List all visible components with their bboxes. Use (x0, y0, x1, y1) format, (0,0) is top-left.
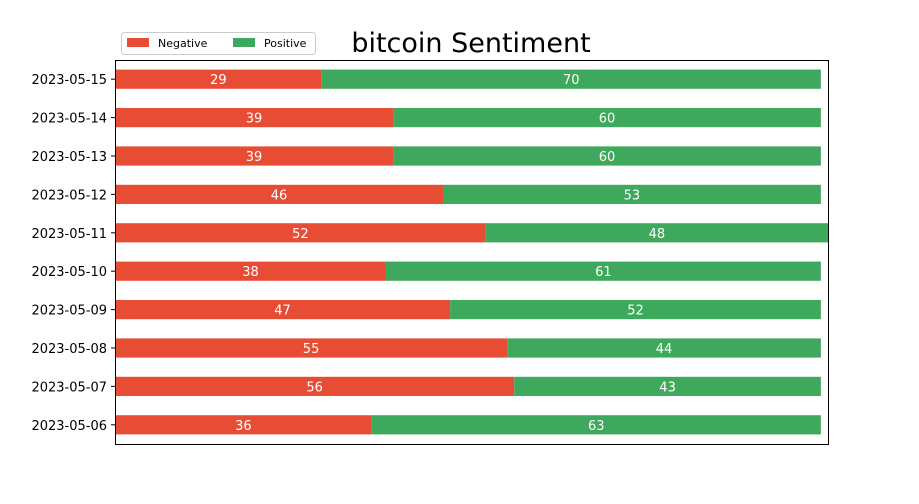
data-label-positive-2023-05-07: 43 (659, 380, 676, 395)
bar-negative-2023-05-08 (115, 338, 508, 358)
bar-positive-2023-05-07 (514, 376, 821, 396)
bar-positive-2023-05-09 (450, 300, 821, 320)
bar-positive-2023-05-13 (393, 146, 821, 166)
data-label-positive-2023-05-06: 63 (588, 419, 605, 434)
data-label-positive-2023-05-08: 44 (656, 342, 673, 357)
data-label-positive-2023-05-15: 70 (563, 73, 580, 88)
data-label-negative-2023-05-09: 47 (274, 304, 291, 319)
bar-positive-2023-05-15 (321, 69, 821, 89)
legend-label-positive: Positive (264, 37, 307, 50)
plot-frame (115, 60, 829, 445)
bar-negative-2023-05-13 (115, 146, 394, 166)
bar-positive-2023-05-11 (485, 223, 828, 243)
legend-swatch-positive (233, 38, 255, 47)
y-tick-label: 2023-05-06 (31, 419, 107, 434)
bar-negative-2023-05-09 (115, 300, 451, 320)
data-label-positive-2023-05-13: 60 (599, 150, 616, 165)
bar-positive-2023-05-08 (507, 338, 821, 358)
data-label-negative-2023-05-07: 56 (306, 380, 323, 395)
data-label-negative-2023-05-10: 38 (242, 265, 259, 280)
data-label-positive-2023-05-09: 52 (627, 304, 644, 319)
y-tick-label: 2023-05-08 (31, 342, 107, 357)
data-label-positive-2023-05-12: 53 (624, 188, 641, 203)
data-label-negative-2023-05-06: 36 (235, 419, 252, 434)
bar-positive-2023-05-10 (385, 261, 821, 281)
data-label-positive-2023-05-10: 61 (595, 265, 612, 280)
legend-box (121, 32, 316, 55)
data-label-positive-2023-05-14: 60 (599, 112, 616, 127)
bar-negative-2023-05-14 (115, 108, 394, 128)
bar-positive-2023-05-12 (442, 184, 821, 204)
y-tick-label: 2023-05-09 (31, 304, 107, 319)
chart-title: bitcoin Sentiment (351, 28, 590, 59)
bar-positive-2023-05-06 (371, 415, 821, 435)
data-label-negative-2023-05-14: 39 (246, 112, 263, 127)
bars-group: 29 70 39 60 39 60 46 53 52 48 38 61 47 52 55 44 56 43 36 63 (115, 69, 828, 435)
legend-label-negative: Negative (158, 37, 208, 50)
bar-negative-2023-05-11 (115, 223, 486, 243)
bar-negative-2023-05-12 (115, 184, 443, 204)
data-label-negative-2023-05-15: 29 (210, 73, 227, 88)
y-tick-label: 2023-05-10 (31, 265, 107, 280)
y-tick-label: 2023-05-13 (31, 150, 107, 165)
bar-negative-2023-05-15 (115, 69, 322, 89)
legend-swatch-negative (127, 38, 149, 47)
data-label-negative-2023-05-12: 46 (271, 188, 288, 203)
bar-negative-2023-05-07 (115, 376, 515, 396)
bar-negative-2023-05-06 (115, 415, 372, 435)
data-label-negative-2023-05-11: 52 (292, 227, 309, 242)
legend: Negative Positive (121, 32, 316, 55)
data-label-positive-2023-05-11: 48 (649, 227, 666, 242)
y-tick-label: 2023-05-14 (31, 112, 107, 127)
y-tick-label: 2023-05-15 (31, 73, 107, 88)
bar-positive-2023-05-14 (393, 108, 821, 128)
y-tick-label: 2023-05-11 (31, 227, 107, 242)
y-tick-label: 2023-05-07 (31, 380, 107, 395)
y-axis-ticks: 2023-05-15 2023-05-14 2023-05-13 2023-05-12… (31, 73, 115, 434)
data-label-negative-2023-05-08: 55 (303, 342, 320, 357)
bar-negative-2023-05-10 (115, 261, 386, 281)
data-label-negative-2023-05-13: 39 (246, 150, 263, 165)
y-tick-label: 2023-05-12 (31, 188, 107, 203)
